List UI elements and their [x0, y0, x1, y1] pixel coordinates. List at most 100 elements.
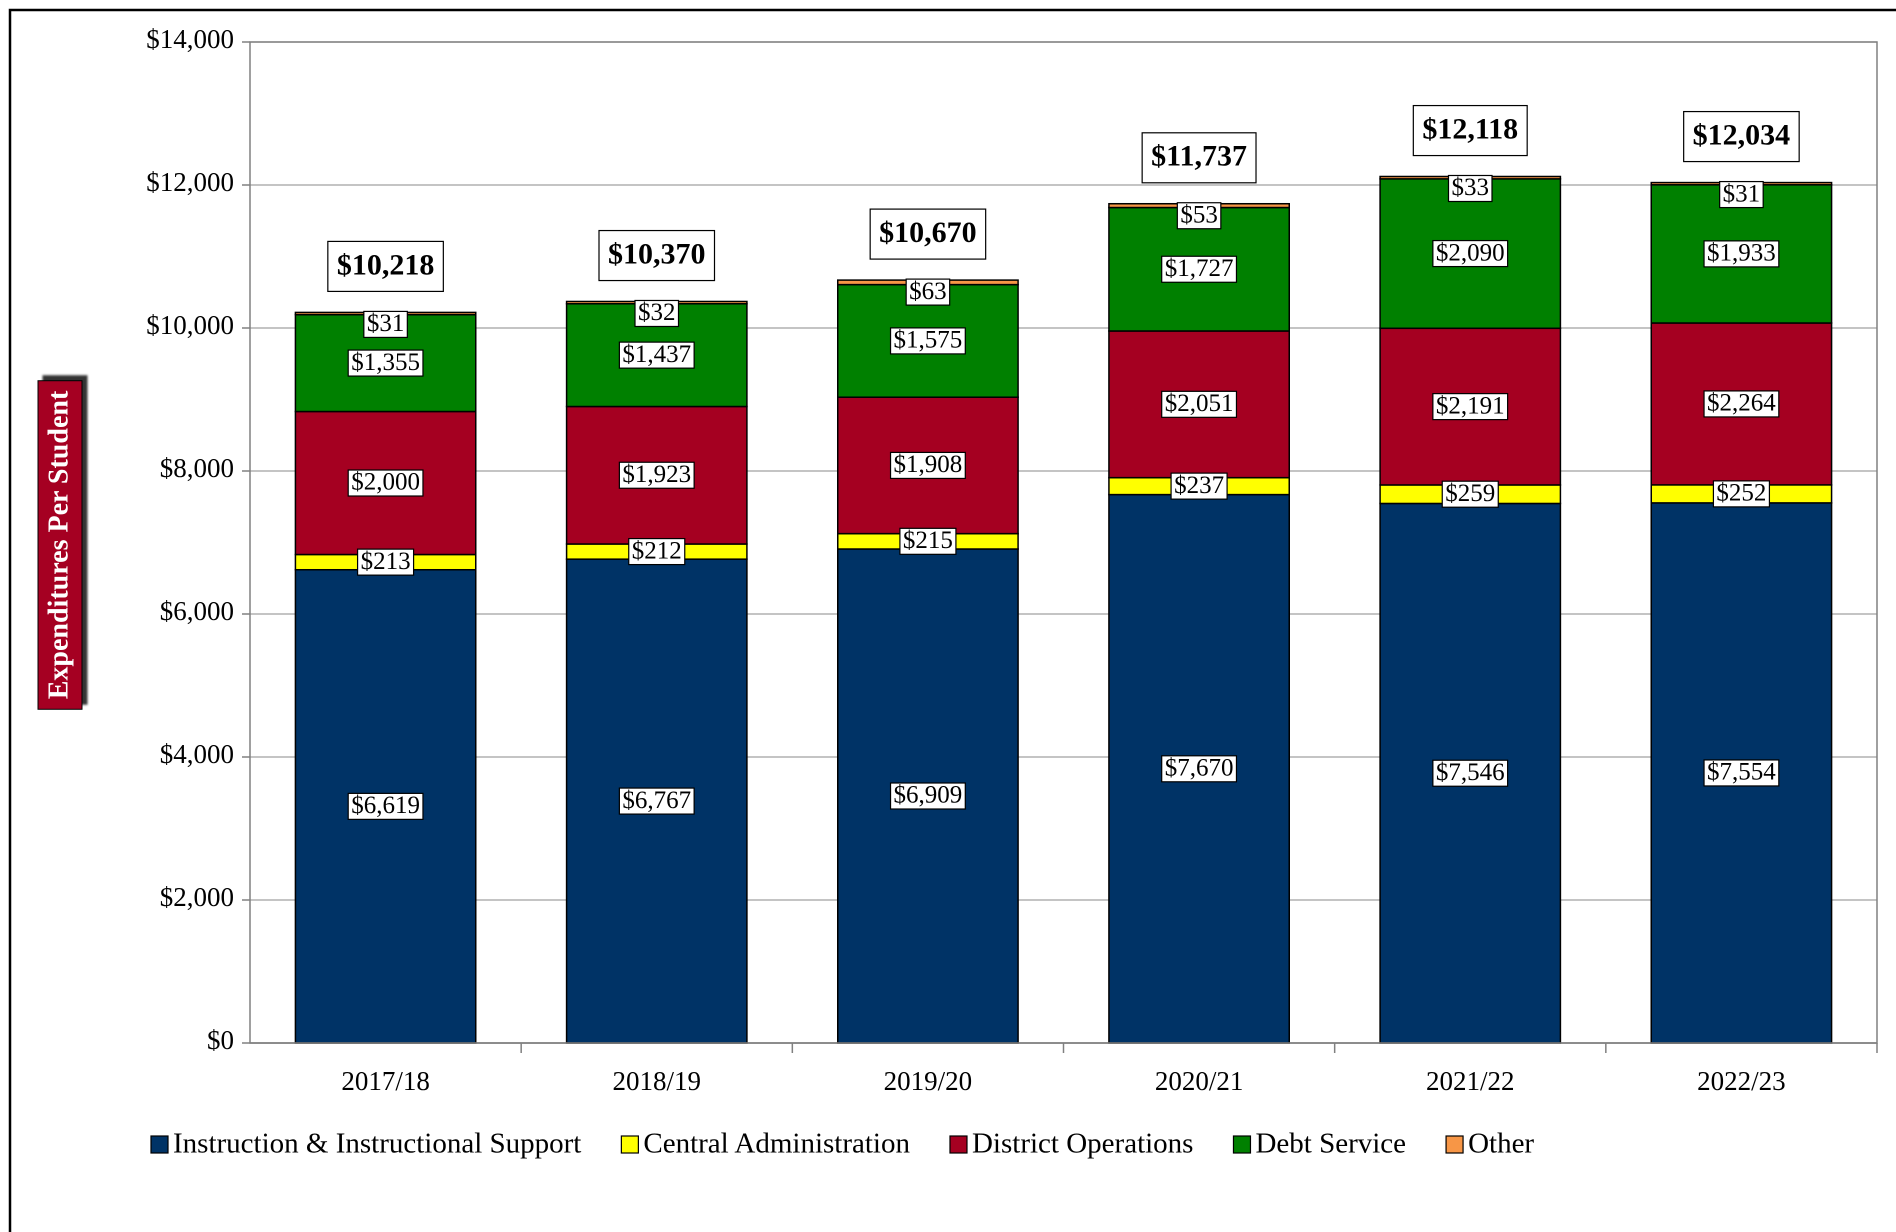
value-label-box — [1719, 180, 1764, 209]
x-tick-label: 2022/23 — [1697, 1066, 1786, 1096]
legend-swatch — [150, 1135, 169, 1154]
value-label-box — [598, 229, 716, 282]
value-label-box — [1161, 390, 1238, 418]
value-label-box — [327, 240, 444, 293]
value-label: $7,554 — [1707, 759, 1776, 786]
value-label: $2,191 — [1436, 392, 1505, 419]
y-tick-label: $4,000 — [160, 739, 234, 769]
value-label: $53 — [1180, 201, 1218, 228]
value-label: $7,670 — [1165, 755, 1234, 782]
value-label: $7,546 — [1436, 759, 1505, 786]
value-label: $10,218 — [337, 248, 435, 281]
value-label-box — [899, 527, 957, 555]
y-axis-title-group: Expenditures Per Student — [37, 380, 83, 710]
legend-label: Central Administration — [643, 1128, 910, 1160]
value-label-box — [1712, 480, 1771, 508]
y-tick-label: $12,000 — [146, 167, 234, 197]
value-label-box — [1412, 104, 1528, 157]
value-label-box — [869, 208, 987, 260]
value-label-box — [1432, 239, 1509, 268]
value-label: $12,034 — [1693, 118, 1791, 151]
value-label-box — [905, 278, 951, 306]
legend-label: Debt Service — [1255, 1128, 1406, 1160]
value-label-box — [1170, 472, 1228, 500]
value-label: $1,355 — [351, 349, 420, 376]
value-label-box — [618, 787, 695, 815]
value-label: $10,370 — [608, 237, 706, 270]
x-tick-label: 2019/20 — [884, 1066, 973, 1096]
value-label-box — [618, 341, 695, 369]
legend-label: District Operations — [972, 1128, 1193, 1160]
y-tick-label: $10,000 — [146, 310, 234, 340]
legend-label: Instruction & Instructional Support — [173, 1128, 581, 1160]
legend-swatch — [620, 1135, 639, 1154]
value-label: $1,727 — [1165, 255, 1234, 282]
value-label-box — [1703, 240, 1780, 268]
x-tick-label: 2020/21 — [1155, 1066, 1244, 1096]
chart-border — [8, 8, 1896, 1232]
legend-swatch — [949, 1135, 968, 1154]
y-tick-label: $0 — [207, 1025, 234, 1055]
value-label: $11,737 — [1151, 140, 1247, 173]
value-label: $63 — [909, 278, 947, 305]
value-label: $1,908 — [894, 451, 963, 478]
x-tick-label: 2018/19 — [612, 1066, 701, 1096]
value-label-box — [347, 792, 424, 820]
value-label-box — [356, 548, 415, 576]
value-label-box — [634, 299, 680, 328]
value-label-box — [1703, 390, 1780, 418]
value-label-box — [618, 461, 695, 489]
value-label: $31 — [1723, 180, 1761, 207]
value-label-box — [363, 310, 408, 339]
value-label: $2,264 — [1707, 390, 1776, 417]
y-tick-label: $6,000 — [160, 596, 234, 626]
value-label: $1,923 — [622, 461, 691, 488]
y-axis-title: Expenditures Per Student — [43, 390, 74, 699]
value-label-box — [1703, 759, 1780, 787]
x-tick-label: 2017/18 — [341, 1066, 430, 1096]
value-label: $6,619 — [351, 792, 420, 819]
plot-area: $0 $2,000 $4,000 $6,000 $8,000 $10,000 $12,000… — [146, 24, 1878, 1160]
value-label-box — [1141, 132, 1257, 184]
value-label: $1,575 — [894, 327, 963, 354]
value-label: $213 — [361, 548, 411, 575]
value-label-box — [1432, 393, 1509, 421]
value-label-box — [1161, 255, 1238, 283]
value-label-box — [1176, 202, 1222, 230]
value-label: $259 — [1445, 480, 1495, 507]
y-tick-label: $2,000 — [160, 882, 234, 912]
y-tick-label: $8,000 — [160, 453, 234, 483]
value-label-box — [628, 537, 686, 566]
value-label: $31 — [367, 310, 405, 337]
value-label: $252 — [1716, 480, 1766, 507]
value-label: $33 — [1452, 174, 1490, 201]
value-label: $1,933 — [1707, 240, 1776, 267]
value-label: $215 — [903, 527, 953, 554]
value-label-box — [1432, 759, 1509, 787]
y-tick-label: $14,000 — [146, 24, 234, 54]
legend-swatch — [1445, 1135, 1464, 1154]
y-axis-title-box — [37, 380, 83, 710]
x-tick-label: 2021/22 — [1426, 1066, 1515, 1096]
value-label: $212 — [632, 537, 682, 564]
value-label: $2,051 — [1165, 390, 1234, 417]
legend-swatch — [1232, 1135, 1252, 1154]
value-label: $1,437 — [622, 341, 691, 368]
value-label: $32 — [638, 299, 676, 326]
value-label-box — [889, 327, 966, 355]
value-label: $2,000 — [351, 469, 420, 496]
plot-frame — [249, 41, 1878, 1044]
value-label-box — [889, 782, 966, 810]
value-label-box — [1447, 174, 1493, 203]
value-label: $10,670 — [879, 216, 977, 249]
value-label-box — [347, 469, 424, 497]
value-label-box — [889, 451, 966, 480]
value-label: $6,767 — [622, 787, 691, 814]
value-label: $12,118 — [1422, 112, 1518, 145]
value-label: $2,090 — [1436, 239, 1505, 266]
legend-label: Other — [1468, 1128, 1534, 1160]
value-label: $6,909 — [894, 782, 963, 809]
value-label-box — [1683, 110, 1800, 163]
